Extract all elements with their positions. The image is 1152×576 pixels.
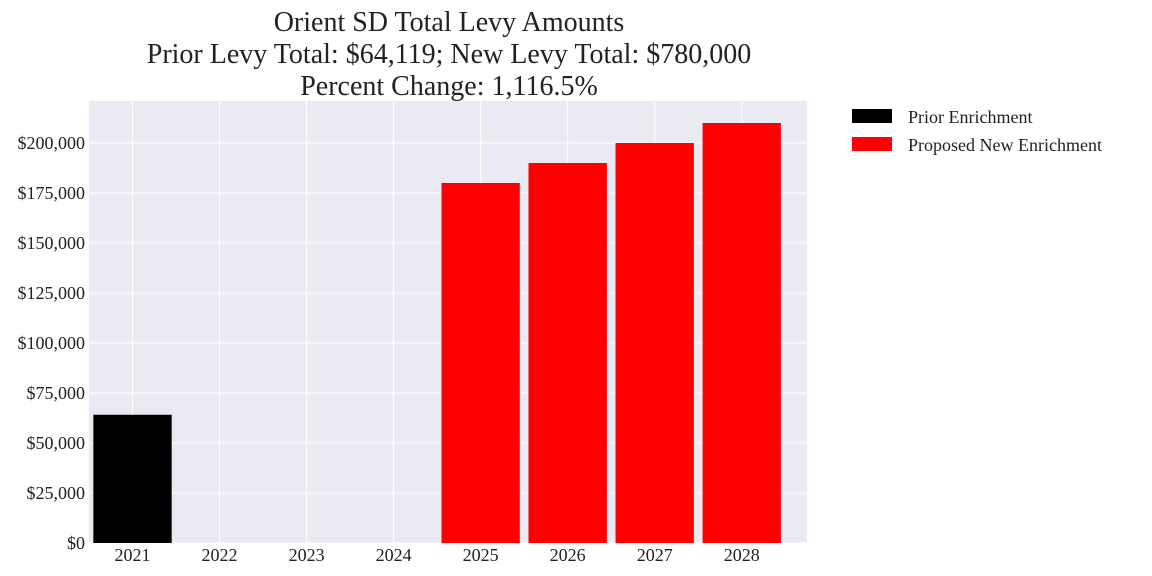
x-tick-label: 2024	[376, 545, 412, 565]
x-tick-label: 2022	[202, 545, 238, 565]
y-tick-label: $150,000	[18, 233, 86, 253]
x-tick-label: 2023	[289, 545, 325, 565]
chart-title-line-1: Orient SD Total Levy Amounts	[274, 7, 625, 38]
axis-tick-labels: $0 $25,000 $50,000 $75,000 $100,000 $125,000 $…	[18, 133, 760, 565]
y-tick-label: $25,000	[27, 483, 86, 503]
legend-swatch	[852, 137, 892, 151]
legend: Prior Enrichment Proposed New Enrichment	[852, 107, 1102, 155]
bar-2026	[528, 163, 607, 543]
legend-swatch	[852, 109, 892, 123]
bar-2028	[702, 123, 781, 543]
y-tick-label: $75,000	[27, 383, 86, 403]
chart-title-line-3: Percent Change: 1,116.5%	[300, 71, 598, 102]
x-tick-label: 2027	[637, 545, 673, 565]
legend-label: Prior Enrichment	[908, 107, 1032, 127]
chart-title-line-2: Prior Levy Total: $64,119; New Levy Tota…	[147, 39, 752, 70]
y-tick-label: $200,000	[18, 133, 86, 153]
y-tick-label: $175,000	[18, 183, 86, 203]
y-tick-label: $125,000	[18, 283, 86, 303]
bar-2021	[93, 414, 172, 543]
bars	[93, 123, 781, 543]
bar-2025	[441, 183, 520, 543]
y-tick-label: $100,000	[18, 333, 86, 353]
y-tick-label: $50,000	[27, 433, 86, 453]
x-tick-label: 2028	[724, 545, 760, 565]
x-tick-label: 2025	[463, 545, 499, 565]
y-tick-label: $0	[67, 533, 85, 553]
x-tick-label: 2021	[115, 545, 151, 565]
chart-title: Orient SD Total Levy Amounts Prior Levy …	[147, 7, 752, 102]
legend-label: Proposed New Enrichment	[908, 135, 1102, 155]
x-tick-label: 2026	[550, 545, 586, 565]
bar-2027	[615, 143, 694, 543]
